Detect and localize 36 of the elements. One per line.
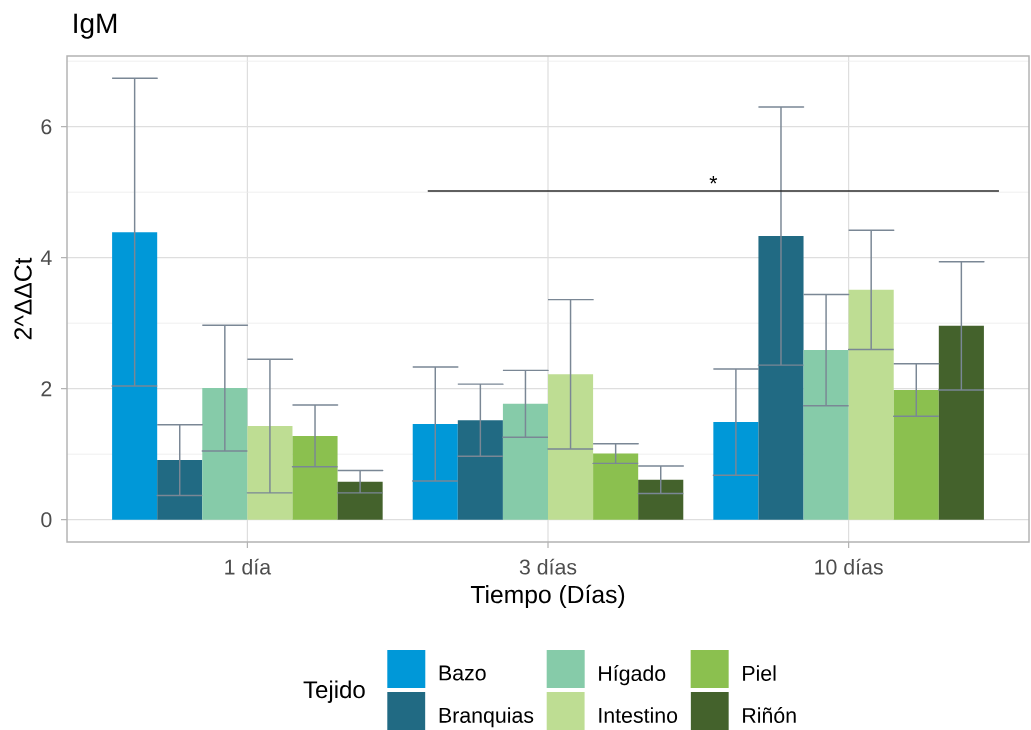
bar xyxy=(893,390,939,520)
chart-title: IgM xyxy=(74,13,117,39)
bar xyxy=(412,424,458,520)
bar xyxy=(202,388,248,520)
legend-label: Piel xyxy=(743,665,776,681)
bar xyxy=(758,236,804,520)
bar xyxy=(848,289,894,520)
x-tick-label: 3 días xyxy=(519,558,577,575)
bar xyxy=(247,426,293,520)
bar xyxy=(112,232,158,520)
bar xyxy=(713,422,759,520)
legend-label: Hígado xyxy=(599,665,666,686)
bar xyxy=(638,479,684,520)
annotation: * xyxy=(709,176,718,184)
y-tick-label: 2 xyxy=(41,381,52,397)
x-tick-label: 1 día xyxy=(225,558,272,575)
bar xyxy=(337,481,383,520)
legend-label: Riñón xyxy=(743,707,796,724)
x-axis-title: Tiempo (Días) xyxy=(470,584,625,609)
y-axis-title: 2^ΔΔCt xyxy=(14,257,32,340)
bar xyxy=(803,350,849,520)
y-tick-label: 6 xyxy=(41,119,52,135)
bar xyxy=(502,403,549,520)
bar xyxy=(593,453,639,520)
legend-title: Tejido xyxy=(303,680,365,703)
bar xyxy=(457,420,503,520)
bar xyxy=(938,325,984,520)
y-tick-label: 4 xyxy=(40,250,52,266)
y-tick-label: 0 xyxy=(41,512,52,528)
legend-label: Bazo xyxy=(439,665,486,681)
legend-label: Branquias xyxy=(439,707,534,728)
bar xyxy=(157,460,203,520)
bar xyxy=(292,435,338,520)
bar xyxy=(548,374,594,520)
x-tick-label: 10 días xyxy=(815,558,883,575)
legend-label: Intestino xyxy=(599,707,678,723)
